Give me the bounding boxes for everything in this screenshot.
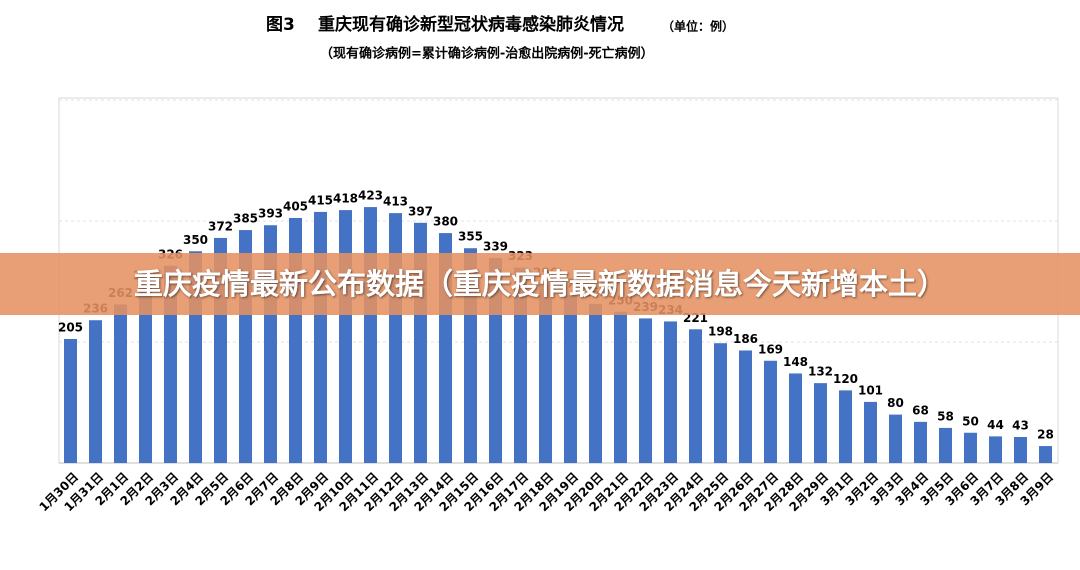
bar <box>964 432 977 463</box>
data-label: 132 <box>808 365 833 379</box>
data-label: 43 <box>1012 418 1029 432</box>
data-label: 148 <box>783 355 808 369</box>
data-label: 380 <box>433 215 458 229</box>
data-label: 28 <box>1037 428 1054 442</box>
bar <box>589 303 602 463</box>
bar <box>814 383 827 463</box>
bar <box>939 427 952 463</box>
data-label: 415 <box>308 193 333 207</box>
data-label: 120 <box>833 372 858 386</box>
bar <box>614 311 627 463</box>
data-label: 80 <box>887 396 904 410</box>
data-label: 355 <box>458 230 483 244</box>
data-label: 393 <box>258 207 283 221</box>
data-label: 169 <box>758 342 783 356</box>
bar <box>764 360 777 463</box>
data-label: 205 <box>58 320 83 334</box>
data-label: 372 <box>208 219 233 233</box>
data-label: 413 <box>383 195 408 209</box>
bar <box>864 401 877 463</box>
bar <box>364 207 377 463</box>
data-label: 405 <box>283 199 308 213</box>
data-label: 385 <box>233 212 258 226</box>
data-label: 50 <box>962 414 979 428</box>
data-label: 423 <box>358 189 383 203</box>
unit-note: （单位：例） <box>662 19 734 34</box>
bar <box>514 267 527 463</box>
bar <box>789 373 802 463</box>
data-label: 198 <box>708 325 733 339</box>
data-label: 186 <box>733 332 758 346</box>
bar <box>689 329 702 463</box>
bar <box>139 286 152 463</box>
bar <box>1039 446 1052 463</box>
bar <box>639 318 652 463</box>
chart-title: 重庆现有确诊新型冠状病毒感染肺炎情况 <box>318 14 624 35</box>
data-label: 68 <box>912 403 929 417</box>
data-label: 418 <box>333 192 358 206</box>
data-label: 101 <box>858 383 883 397</box>
bar <box>389 213 402 463</box>
bar <box>664 321 677 463</box>
data-label: 44 <box>987 418 1004 432</box>
bar <box>714 343 727 463</box>
data-label: 350 <box>183 233 208 247</box>
data-label: 58 <box>937 409 954 423</box>
bar <box>114 304 127 463</box>
bar <box>889 414 902 463</box>
bar <box>1014 436 1027 463</box>
bar <box>164 265 177 463</box>
data-label: 397 <box>408 204 433 218</box>
banner: 重庆疫情最新公布数据（重庆疫情最新数据消息今天新增本土） <box>0 253 1080 315</box>
data-label: 339 <box>483 239 508 253</box>
bar <box>539 283 552 463</box>
bar <box>89 320 102 463</box>
bar <box>564 294 577 463</box>
bar <box>739 350 752 463</box>
chart-subtitle: （现有确诊病例=累计确诊病例-治愈出院病例-死亡病例） <box>320 46 654 62</box>
bar <box>839 390 852 463</box>
bar <box>314 211 327 463</box>
bar <box>989 436 1002 463</box>
bar <box>339 210 352 463</box>
figure-label: 图3 <box>266 15 295 35</box>
bar <box>64 338 77 463</box>
bar <box>914 421 927 463</box>
